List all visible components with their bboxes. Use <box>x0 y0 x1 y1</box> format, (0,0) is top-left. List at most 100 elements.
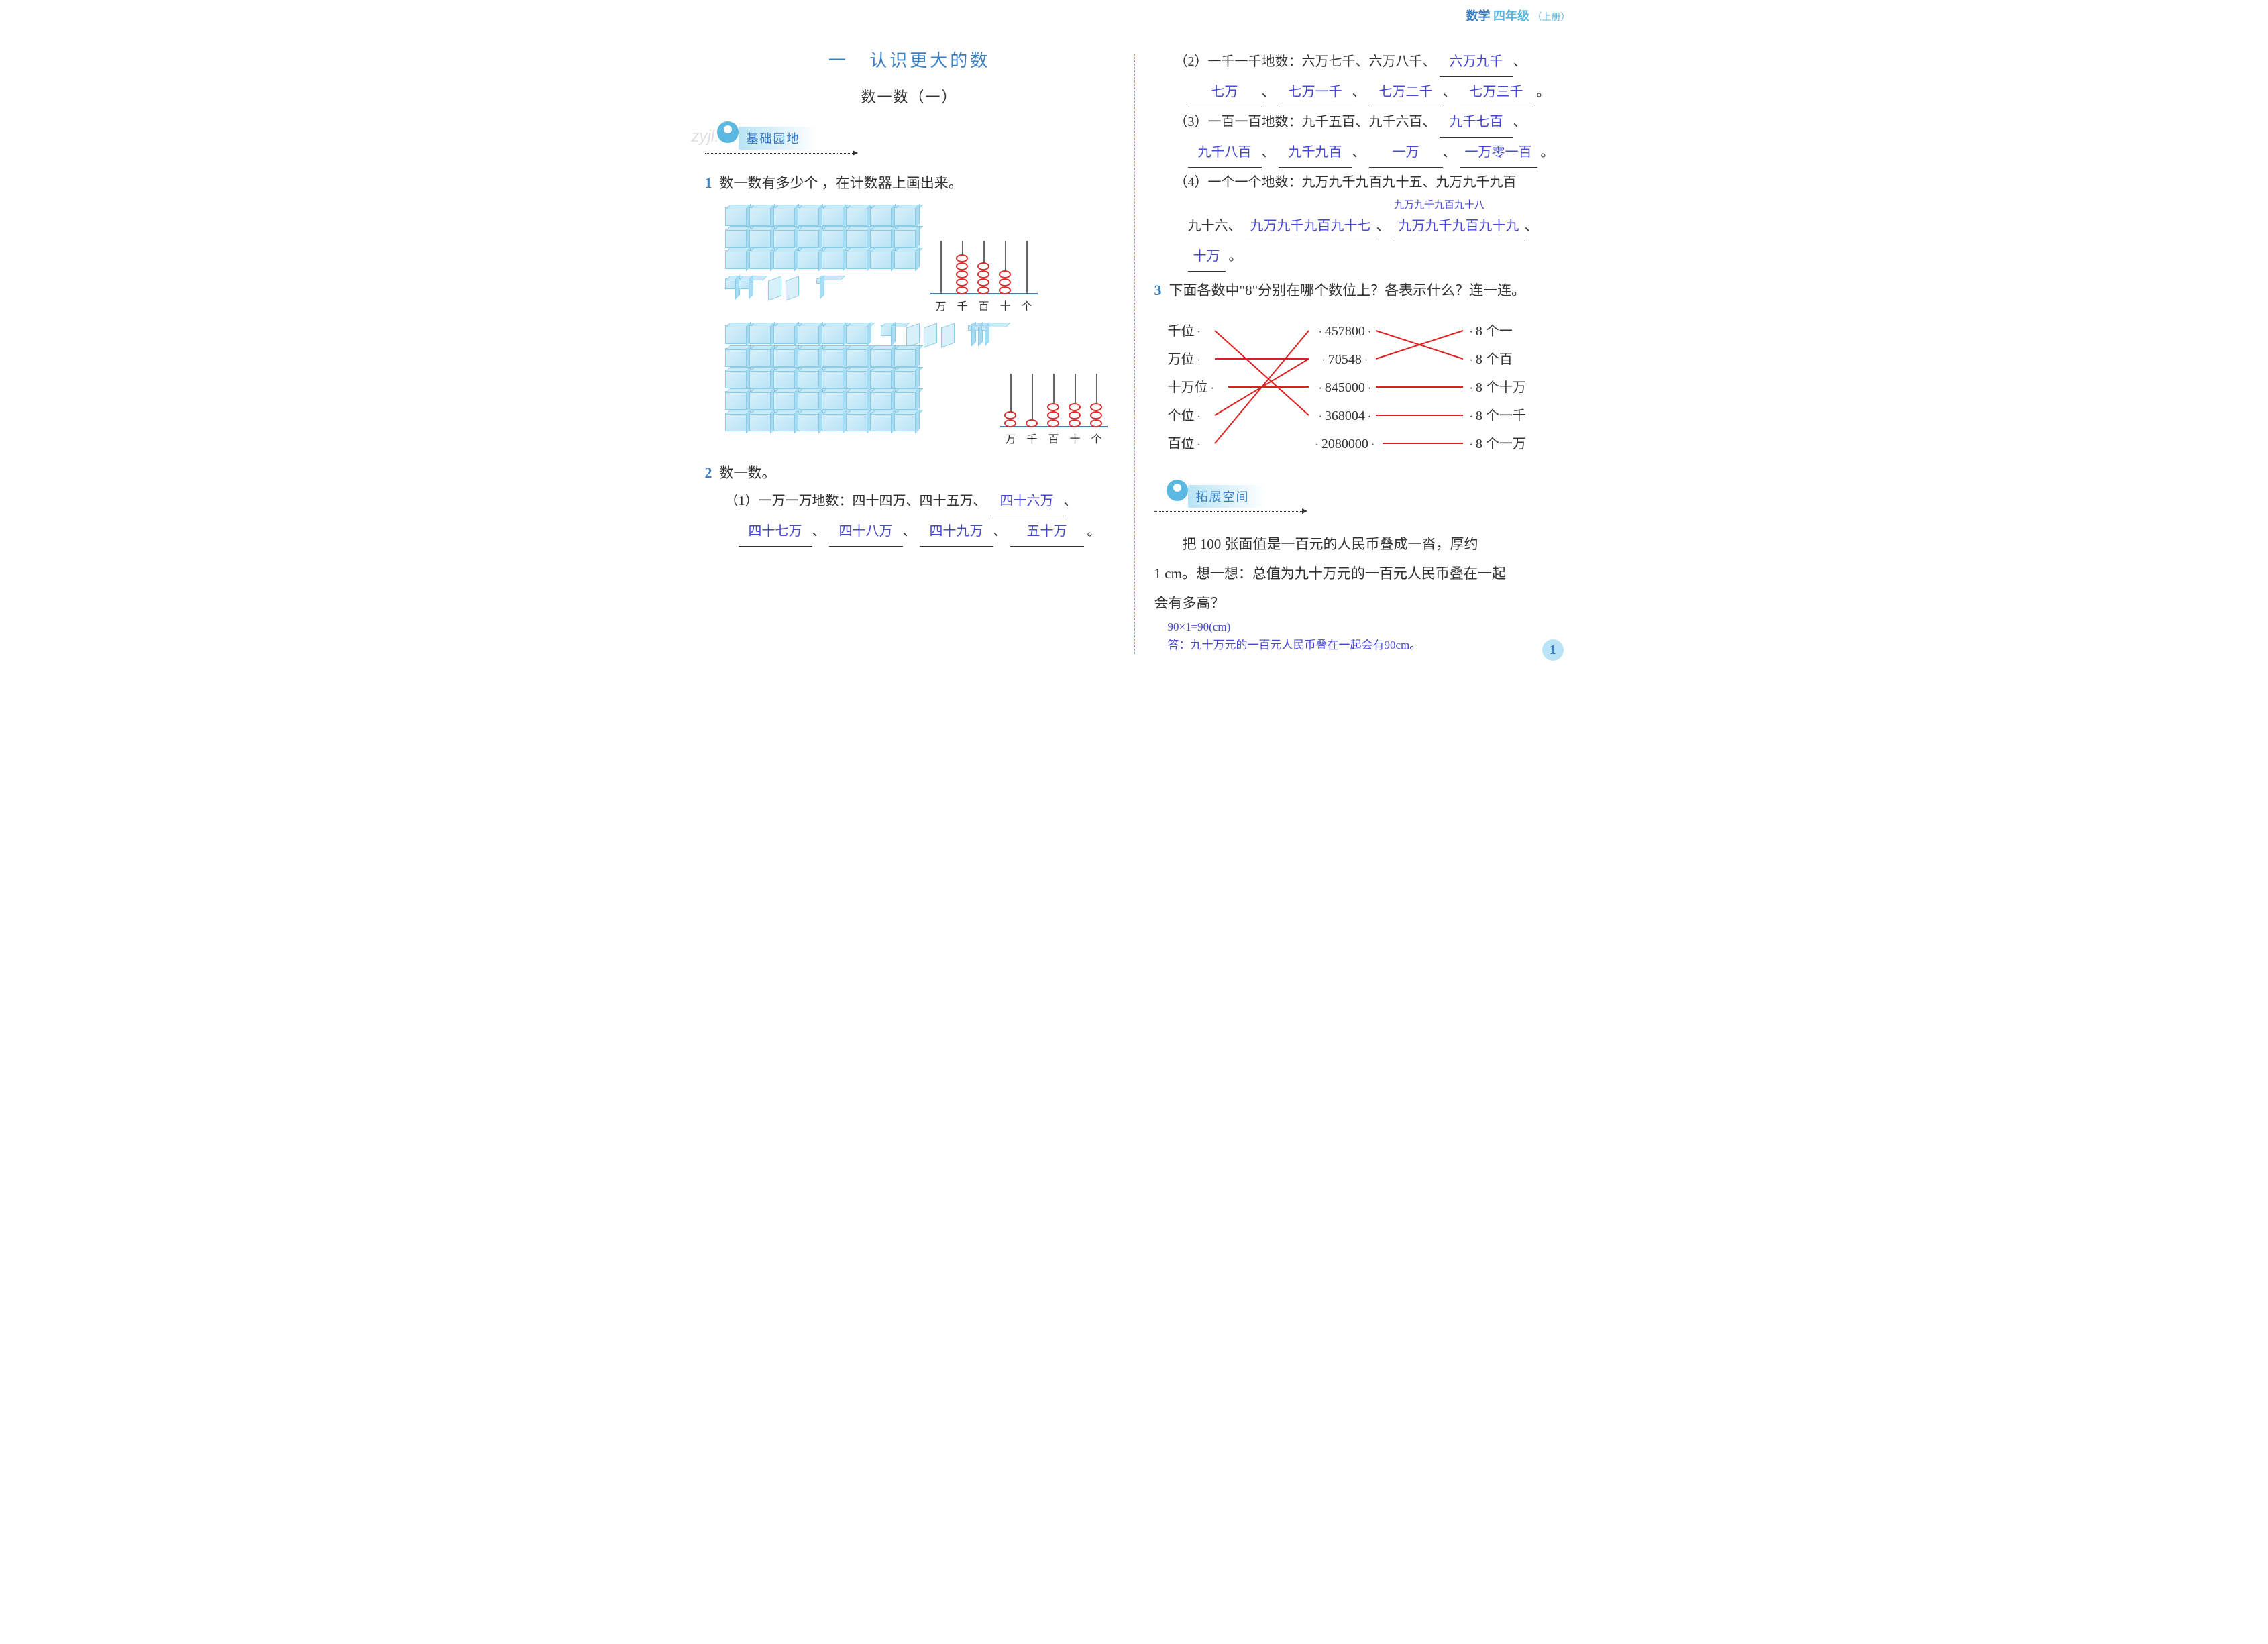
problem-text: 下面各数中"8"分别在哪个数位上？各表示什么？连一连。 <box>1169 282 1526 298</box>
abacus-2: 万 千 百 十 个 <box>1000 374 1108 447</box>
wp-line: 1 cm。想一想：总值为九十万元的一百元人民币叠在一起 <box>1154 565 1506 582</box>
arrow-trail-icon <box>705 153 853 154</box>
problem-number: 1 <box>705 174 712 191</box>
match-item: · 845000 · <box>1315 374 1375 402</box>
sub-item-4-cont: 九十六、 九万九千九百九十七、 九万九千九百九十九、 十万 。 <box>1188 211 1564 272</box>
abacus-label: 万 <box>1005 430 1016 446</box>
sub-label: （3）一百一百地数：九千五百、九千六百、 <box>1175 115 1436 129</box>
answer-blank: 一万 <box>1369 138 1443 168</box>
problem-3: 3 下面各数中"8"分别在哪个数位上？各表示什么？连一连。 <box>1154 278 1564 472</box>
doll-icon <box>1167 480 1188 501</box>
abacus-label: 百 <box>978 297 989 313</box>
answer-blank: 九千八百 <box>1188 138 1262 168</box>
answer-blank: 九万九千九百九十九 <box>1393 211 1525 241</box>
answer-sentence: 答：九十万元的一百元人民币叠在一起会有90cm。 <box>1168 636 1564 654</box>
match-item: 万位 · <box>1168 345 1214 374</box>
abacus-label: 千 <box>1026 430 1037 446</box>
rod <box>1032 374 1033 427</box>
answer-blank: 四十六万 <box>990 486 1064 516</box>
chapter-name: 认识更大的数 <box>869 51 990 70</box>
rod <box>1075 374 1076 427</box>
answer-calc: 90×1=90(cm) <box>1168 618 1564 636</box>
matching-diagram: 千位 · 万位 · 十万位 · 个位 · 百位 · · 457800 · · 7… <box>1168 317 1564 472</box>
answer-blank: 七万一千 <box>1279 77 1352 107</box>
problem-number: 2 <box>705 464 712 481</box>
arrow-trail-icon <box>1154 511 1302 512</box>
period: 。 <box>1537 85 1550 99</box>
match-item: 千位 · <box>1168 317 1214 345</box>
rod <box>962 241 963 294</box>
sub-item-3-cont: 九千八百、 九千九百、 一万、 一万零一百 。 <box>1188 138 1564 168</box>
rod <box>1026 241 1028 294</box>
basic-banner: 基础园地 <box>705 127 1114 151</box>
answer-blank: 六万九千 <box>1440 47 1513 77</box>
abacus-labels: 万 千 百 十 个 <box>930 297 1038 313</box>
answer-blank: 一万零一百 <box>1460 138 1537 168</box>
answer-blank: 九千九百 <box>1279 138 1352 168</box>
chapter-title: 一 认识更大的数 <box>705 47 1114 72</box>
banner-label: 基础园地 <box>739 127 816 150</box>
rod <box>940 241 942 294</box>
sub-item-4: （4）一个一个地数：九万九千九百九十五、九万九千九百 <box>1175 168 1564 197</box>
sub-item-2: （2）一千一千地数：六万七千、六万八千、 六万九千、 <box>1175 47 1564 77</box>
match-item: 百位 · <box>1168 430 1214 458</box>
match-item: 个位 · <box>1168 402 1214 430</box>
two-page-spread: zyjl.cn 一 认识更大的数 数一数（一） 基础园地 1 数一数有多少个 ，… <box>685 13 1584 667</box>
chapter-number: 一 <box>828 51 849 70</box>
answer-blank: 四十八万 <box>829 516 903 547</box>
abacus-rods <box>930 241 1038 294</box>
annotation: 九万九千九百九十八 <box>1315 197 1564 211</box>
match-item: · 368004 · <box>1315 402 1375 430</box>
figure-row-2: 万 千 百 十 个 <box>705 315 1114 447</box>
section-title: 数一数（一） <box>705 85 1114 107</box>
period: 。 <box>1229 249 1242 264</box>
answer-blank: 十万 <box>1188 241 1226 272</box>
figure-row-1: 万 千 百 十 个 <box>705 197 1114 315</box>
answer-blank: 七万 <box>1188 77 1262 107</box>
extend-banner: 拓展空间 <box>1154 485 1564 509</box>
abacus-label: 个 <box>1021 297 1032 313</box>
left-page: zyjl.cn 一 认识更大的数 数一数（一） 基础园地 1 数一数有多少个 ，… <box>685 13 1134 667</box>
abacus-label: 十 <box>1069 430 1080 446</box>
match-right-column: · 8 个一 · 8 个百 · 8 个十万 · 8 个一千 · 8 个一万 <box>1470 317 1526 458</box>
answer-blank: 四十九万 <box>920 516 993 547</box>
right-page: （2）一千一千地数：六万七千、六万八千、 六万九千、 七万、 七万一千、 七万二… <box>1134 13 1584 667</box>
abacus-label: 个 <box>1091 430 1101 446</box>
match-item: · 8 个百 <box>1470 345 1526 374</box>
abacus-labels: 万 千 百 十 个 <box>1000 430 1108 446</box>
cube-block-group-1 <box>725 207 917 301</box>
abacus-label: 十 <box>1000 297 1010 313</box>
rod <box>1096 374 1097 427</box>
match-item: · 2080000 · <box>1315 430 1375 458</box>
rod <box>1053 374 1055 427</box>
answer-blank: 九万九千九百九十七 <box>1245 211 1376 241</box>
wp-line: 会有多高？ <box>1154 595 1225 611</box>
match-item: · 8 个一千 <box>1470 402 1526 430</box>
answer-blank: 九千七百 <box>1440 107 1513 138</box>
abacus-rods <box>1000 374 1108 427</box>
banner-label: 拓展空间 <box>1188 485 1266 508</box>
match-item: · 457800 · <box>1315 317 1375 345</box>
abacus-label: 万 <box>935 297 946 313</box>
pre-text: 九十六、 <box>1188 219 1242 233</box>
match-item: 十万位 · <box>1168 374 1214 402</box>
wp-line: 把 100 张面值是一百元的人民币叠成一沓，厚约 <box>1183 536 1478 552</box>
problem-text: 数一数有多少个 ，在计数器上画出来。 <box>720 175 963 191</box>
match-item: · 8 个一万 <box>1470 430 1526 458</box>
match-item: · 70548 · <box>1315 345 1375 374</box>
problem-number: 3 <box>1154 282 1162 298</box>
cube-block-group-2 <box>725 325 987 434</box>
match-left-column: 千位 · 万位 · 十万位 · 个位 · 百位 · <box>1168 317 1214 458</box>
sub-item-1-cont: 四十七万、 四十八万、 四十九万、 五十万 。 <box>739 516 1114 547</box>
period: 。 <box>1541 145 1554 160</box>
sub-label: （2）一千一千地数：六万七千、六万八千、 <box>1175 54 1436 69</box>
rod <box>1010 374 1012 427</box>
sub-label: （4）一个一个地数：九万九千九百九十五、九万九千九百 <box>1175 175 1517 190</box>
page-number: 1 <box>1542 639 1564 661</box>
abacus-1: 万 千 百 十 个 <box>930 241 1038 315</box>
problem-text: 数一数。 <box>720 465 776 481</box>
problem-2: 2 数一数。 （1）一万一万地数：四十四万、四十五万、 四十六万、 四十七万、 … <box>705 461 1114 547</box>
problem-1: 1 数一数有多少个 ，在计数器上画出来。 <box>705 171 1114 447</box>
answer-blank: 四十七万 <box>739 516 812 547</box>
answer-blank: 五十万 <box>1010 516 1084 547</box>
